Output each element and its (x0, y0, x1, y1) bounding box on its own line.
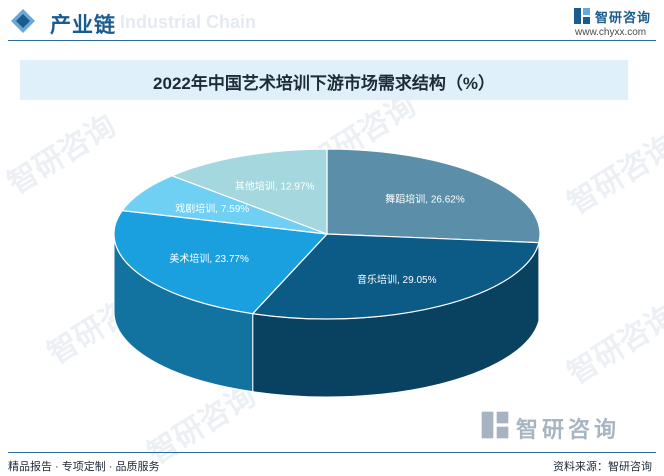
pie-slice-other (170, 148, 328, 235)
brand-logo: 智研咨询 www.chyxx.com (573, 7, 657, 41)
slice-label-music: 音乐培训, 29.05% (357, 273, 437, 286)
pie-top (113, 148, 541, 320)
chart-title: 2022年中国艺术培训下游市场需求结构（%） (153, 74, 495, 93)
pie-labels: 舞蹈培训, 26.62% 音乐培训, 29.05% 美术培训, 23.77% 戏剧培训… (169, 180, 464, 286)
footer-source: 资料来源：智研咨询 (553, 461, 652, 473)
header: 产业链 Industrial Chain 智研咨询 www.chyxx.com (0, 0, 664, 44)
footer: 精品报告 · 专项定制 · 品质服务 资料来源：智研咨询 (0, 446, 664, 476)
slice-label-art: 美术培训, 23.77% (169, 252, 249, 265)
chart-title-band: 2022年中国艺术培训下游市场需求结构（%） (20, 60, 628, 100)
slice-label-dance: 舞蹈培训, 26.62% (385, 193, 465, 206)
section-title: 产业链 (50, 14, 116, 37)
footer-slogan: 精品报告 · 专项定制 · 品质服务 (8, 461, 160, 473)
slice-label-drama: 戏剧培训, 7.59% (175, 202, 249, 215)
bottom-brand-logo: 智研咨询 (480, 410, 650, 442)
bottom-logo-text: 智研咨询 (516, 417, 621, 442)
section-subtitle-ghost: Industrial Chain (120, 12, 257, 32)
pie-slice-drama (121, 175, 328, 235)
brand-name: 智研咨询 (595, 10, 652, 25)
footer-divider (8, 452, 656, 453)
pie-slice-dance (326, 148, 541, 244)
bottom-logo-icon (481, 411, 509, 439)
brand-url: www.chyxx.com (575, 27, 647, 38)
brand-logo-icon (574, 8, 590, 24)
diamond-icon (11, 9, 35, 33)
pie-slice-music (251, 233, 540, 320)
slice-label-other: 其他培训, 12.97% (235, 180, 315, 193)
header-divider (8, 40, 656, 41)
pie-slice-art (113, 209, 329, 315)
